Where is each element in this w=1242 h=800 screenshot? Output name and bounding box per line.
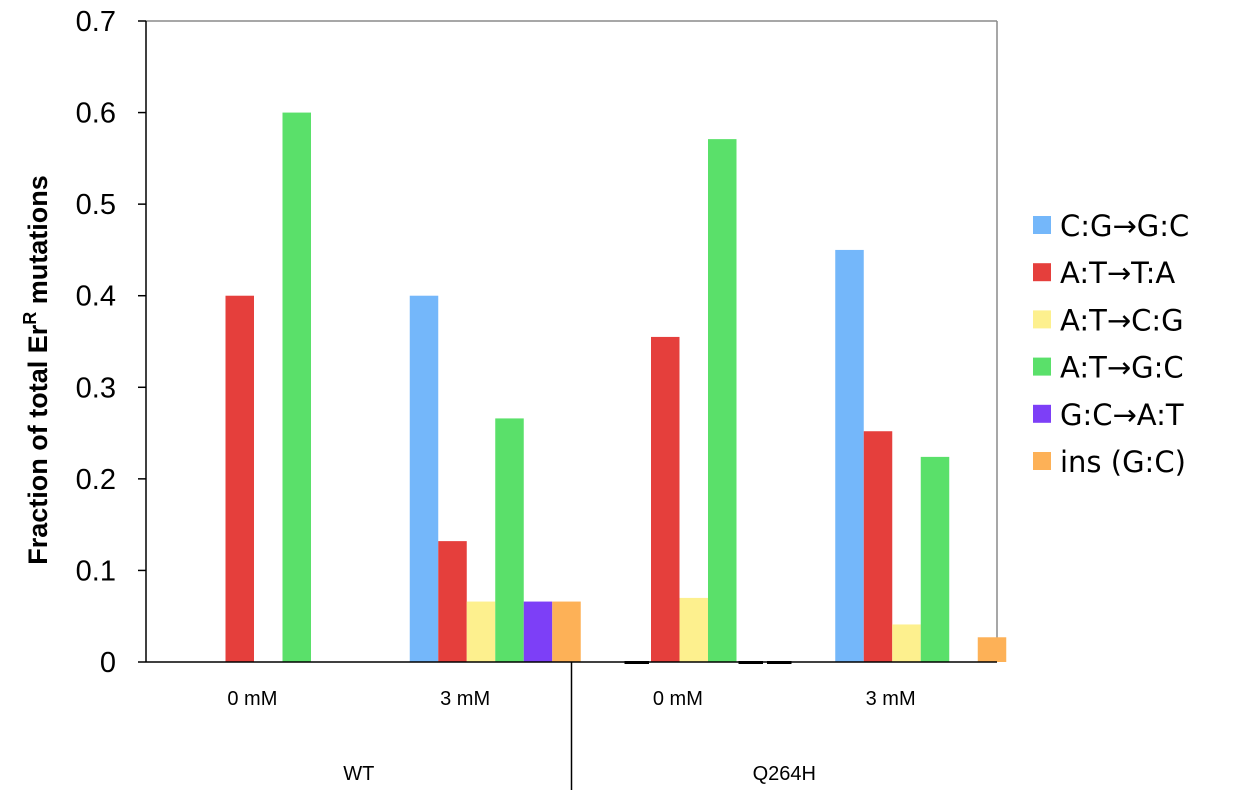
bar: [552, 601, 581, 662]
bar: [225, 295, 254, 662]
bar: [708, 139, 737, 662]
y-tick-label: 0.4: [76, 281, 116, 313]
x-category-label: 3 mM: [866, 688, 916, 710]
legend-swatch: [1033, 216, 1051, 234]
bar: [920, 456, 950, 662]
bar: [835, 249, 864, 662]
legend-label: C:G→G:C: [1060, 209, 1189, 243]
x-group-label: WT: [343, 763, 374, 785]
x-category-label: 0 mM: [653, 688, 703, 710]
bar: [651, 336, 680, 662]
y-tick-label: 0.6: [76, 98, 116, 130]
bar: [438, 541, 467, 662]
bar: [892, 624, 921, 662]
bar: [863, 431, 893, 662]
bar: [523, 601, 553, 662]
bar: [466, 601, 496, 662]
y-axis-label-tail: mutations: [23, 175, 53, 312]
y-tick-label: 0.7: [76, 6, 116, 38]
legend-swatch: [1033, 310, 1051, 329]
legend-swatch: [1033, 263, 1051, 282]
y-axis-label-superscript: R: [20, 312, 40, 325]
y-axis-label: Fraction of total ErR mutations: [20, 175, 53, 565]
bar: [679, 597, 708, 662]
bar: [282, 112, 311, 663]
x-group-label: Q264H: [753, 763, 816, 785]
bar: [495, 418, 524, 662]
legend-swatch: [1033, 357, 1051, 376]
bar: [409, 295, 439, 662]
legend-swatch: [1033, 404, 1051, 423]
y-tick-label: 0.3: [76, 372, 116, 404]
y-tick-label: 0.5: [76, 189, 116, 221]
legend-label: G:C→A:T: [1060, 398, 1184, 432]
legend-label: ins (G:C): [1060, 445, 1186, 479]
legend-label: A:T→C:G: [1060, 303, 1184, 337]
x-category-label: 3 mM: [440, 688, 490, 710]
y-tick-label: 0.1: [76, 555, 116, 587]
legend-label: A:T→T:A: [1060, 256, 1175, 290]
legend-label: A:T→G:C: [1060, 351, 1184, 385]
y-tick-label: 0.2: [76, 464, 116, 496]
x-category-label: 0 mM: [227, 688, 277, 710]
legend-swatch: [1033, 452, 1051, 470]
y-axis-label-main: Fraction of total Er: [23, 324, 53, 565]
bar: [977, 637, 1007, 662]
y-tick-label: 0: [100, 647, 116, 679]
